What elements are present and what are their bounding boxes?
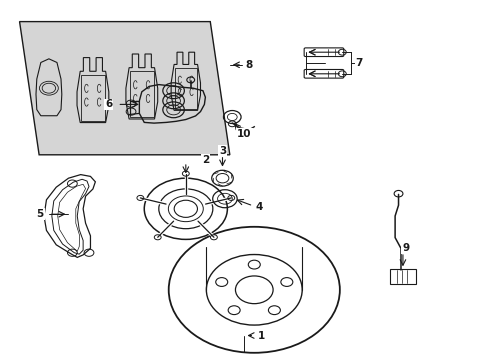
Text: 5: 5 [37,209,43,219]
Polygon shape [20,22,229,155]
Text: 2: 2 [202,155,208,165]
Text: 6: 6 [105,99,112,109]
Text: 1: 1 [258,330,264,341]
Text: 8: 8 [245,60,252,70]
Text: 10: 10 [237,129,251,139]
Text: 7: 7 [355,58,363,68]
Text: 9: 9 [402,243,408,253]
Text: 3: 3 [219,146,225,156]
Text: 4: 4 [255,202,263,212]
